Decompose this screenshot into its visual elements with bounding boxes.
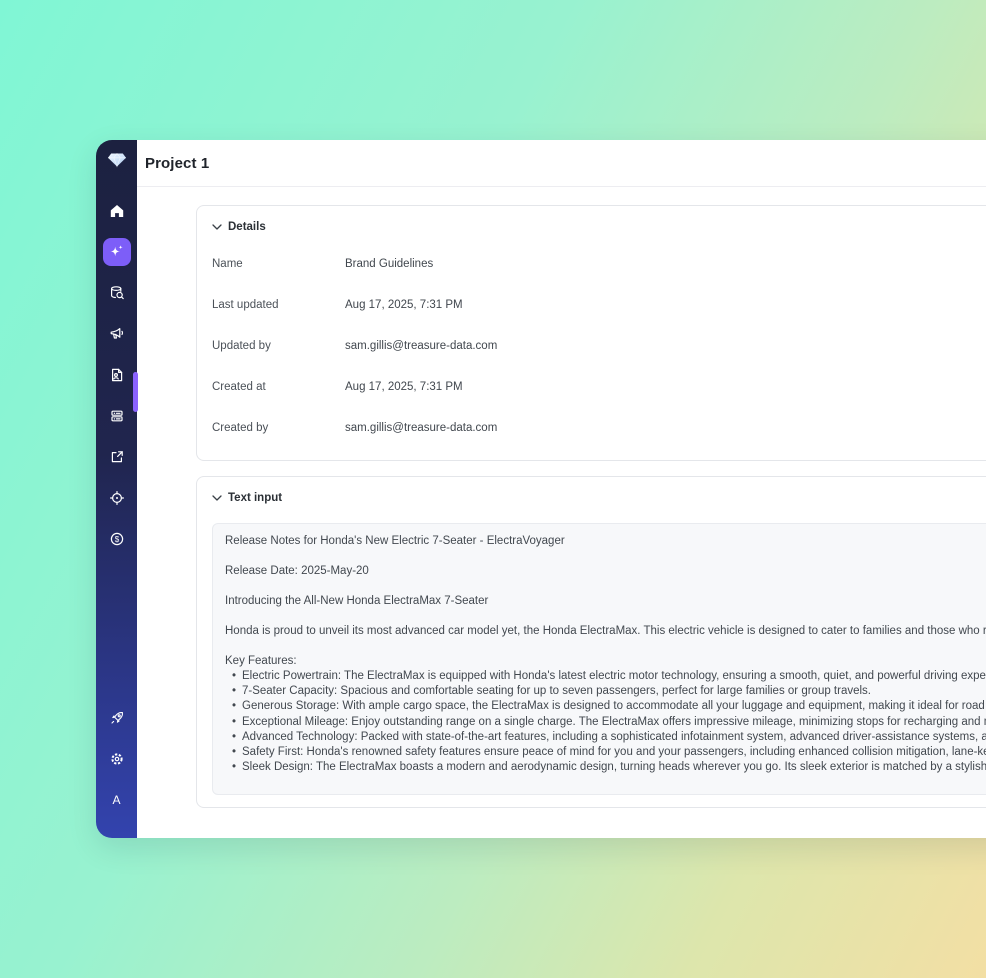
export-icon — [108, 448, 125, 465]
bullet-item: • Safety First: Honda's renowned safety … — [225, 745, 986, 760]
sidebar-item-data-explorer[interactable] — [96, 272, 137, 313]
bullet-item: • Generous Storage: With ample cargo spa… — [225, 699, 986, 714]
sidebar-item-monetization[interactable]: $ — [96, 518, 137, 559]
sparkle-icon — [102, 237, 131, 266]
main-panel: Project 1 Details Name Brand Guidelines … — [137, 140, 986, 838]
page-header: Project 1 — [137, 140, 986, 187]
bullet-marker: • — [232, 685, 237, 698]
bullet-text: 7-Seater Capacity: Spacious and comforta… — [242, 685, 871, 698]
field-label: Created by — [212, 421, 269, 434]
chevron-down-icon — [212, 494, 222, 501]
field-label: Name — [212, 257, 243, 270]
page-title: Project 1 — [145, 154, 210, 172]
sidebar-item-goals[interactable] — [96, 477, 137, 518]
bullet-marker: • — [232, 715, 237, 728]
profile-document-icon — [108, 366, 125, 383]
bullet-text: Advanced Technology: Packed with state-o… — [242, 730, 986, 743]
field-value: Brand Guidelines — [345, 257, 434, 270]
text-input-area[interactable]: Release Notes for Honda's New Electric 7… — [212, 523, 986, 796]
sidebar-item-account[interactable]: A — [96, 779, 137, 820]
key-features-label: Key Features: — [225, 655, 297, 667]
text-paragraph: Release Date: 2025-May-20 — [225, 565, 369, 577]
sidebar-item-ai-assistant[interactable] — [96, 231, 137, 272]
field-label: Created at — [212, 380, 266, 393]
details-card: Details Name Brand Guidelines Last updat… — [196, 205, 986, 461]
rocket-icon — [108, 709, 125, 726]
sidebar-item-campaigns[interactable] — [96, 313, 137, 354]
app-logo[interactable] — [96, 148, 137, 176]
crosshair-icon — [108, 489, 125, 506]
field-value: Aug 17, 2025, 7:31 PM — [345, 298, 463, 311]
avatar: A — [112, 792, 121, 807]
bullet-item: • Electric Powertrain: The ElectraMax is… — [225, 669, 986, 684]
field-value: Aug 17, 2025, 7:31 PM — [345, 380, 463, 393]
field-value: sam.gillis@treasure-data.com — [345, 421, 498, 434]
sidebar-item-audiences[interactable] — [96, 354, 137, 395]
bullet-item: • 7-Seater Capacity: Spacious and comfor… — [225, 684, 986, 699]
bullet-text: Electric Powertrain: The ElectraMax is e… — [242, 670, 986, 682]
database-search-icon — [108, 284, 125, 301]
details-card-header[interactable]: Details — [212, 218, 986, 235]
chevron-down-icon — [212, 223, 222, 230]
bullet-marker: • — [232, 761, 237, 774]
field-row-created-at: Created at Aug 17, 2025, 7:31 PM — [212, 366, 986, 407]
field-row-created-by: Created by sam.gillis@treasure-data.com — [212, 407, 986, 448]
treasure-data-diamond-icon — [107, 152, 127, 173]
page-body: Details Name Brand Guidelines Last updat… — [137, 187, 986, 809]
bullet-marker: • — [232, 730, 237, 743]
svg-text:$: $ — [114, 535, 119, 544]
gear-icon — [108, 750, 125, 767]
text-paragraph: Honda is proud to unveil its most advanc… — [225, 625, 986, 637]
sidebar-item-home[interactable] — [96, 190, 137, 231]
field-row-last-updated: Last updated Aug 17, 2025, 7:31 PM — [212, 284, 986, 325]
details-rows: Name Brand Guidelines Last updated Aug 1… — [212, 243, 986, 448]
text-paragraph: Release Notes for Honda's New Electric 7… — [225, 535, 565, 547]
megaphone-icon — [108, 325, 125, 342]
dollar-circle-icon: $ — [108, 530, 125, 547]
app-window: $ — [96, 140, 986, 838]
sidebar-item-launcher[interactable] — [96, 697, 137, 738]
bullet-text: Exceptional Mileage: Enjoy outstanding r… — [242, 715, 986, 728]
field-label: Updated by — [212, 339, 271, 352]
text-input-card-header[interactable]: Text input — [212, 489, 986, 506]
sidebar: $ — [96, 140, 138, 838]
text-paragraph: Introducing the All-New Honda ElectraMax… — [225, 595, 489, 607]
bullet-item: • Sleek Design: The ElectraMax boasts a … — [225, 760, 986, 775]
active-nav-indicator — [133, 372, 138, 412]
sidebar-item-settings[interactable] — [96, 738, 137, 779]
bullet-marker: • — [232, 700, 237, 713]
field-row-name: Name Brand Guidelines — [212, 243, 986, 284]
bullet-text: Sleek Design: The ElectraMax boasts a mo… — [242, 761, 986, 774]
bullet-item: • Exceptional Mileage: Enjoy outstanding… — [225, 715, 986, 730]
field-label: Last updated — [212, 298, 279, 311]
field-row-updated-by: Updated by sam.gillis@treasure-data.com — [212, 325, 986, 366]
bullet-marker: • — [232, 746, 237, 759]
sidebar-item-segments[interactable] — [96, 395, 137, 436]
text-input-card-title: Text input — [228, 491, 283, 504]
field-value: sam.gillis@treasure-data.com — [345, 339, 498, 352]
bullet-text: Generous Storage: With ample cargo space… — [242, 700, 986, 713]
segments-icon — [108, 407, 125, 424]
details-card-title: Details — [228, 220, 266, 233]
text-input-card: Text input Release Notes for Honda's New… — [196, 476, 986, 809]
bullet-text: Safety First: Honda's renowned safety fe… — [242, 746, 986, 759]
bullet-item: • Advanced Technology: Packed with state… — [225, 730, 986, 745]
sidebar-item-activations[interactable] — [96, 436, 137, 477]
home-icon — [108, 202, 125, 219]
bullet-marker: • — [232, 670, 237, 682]
